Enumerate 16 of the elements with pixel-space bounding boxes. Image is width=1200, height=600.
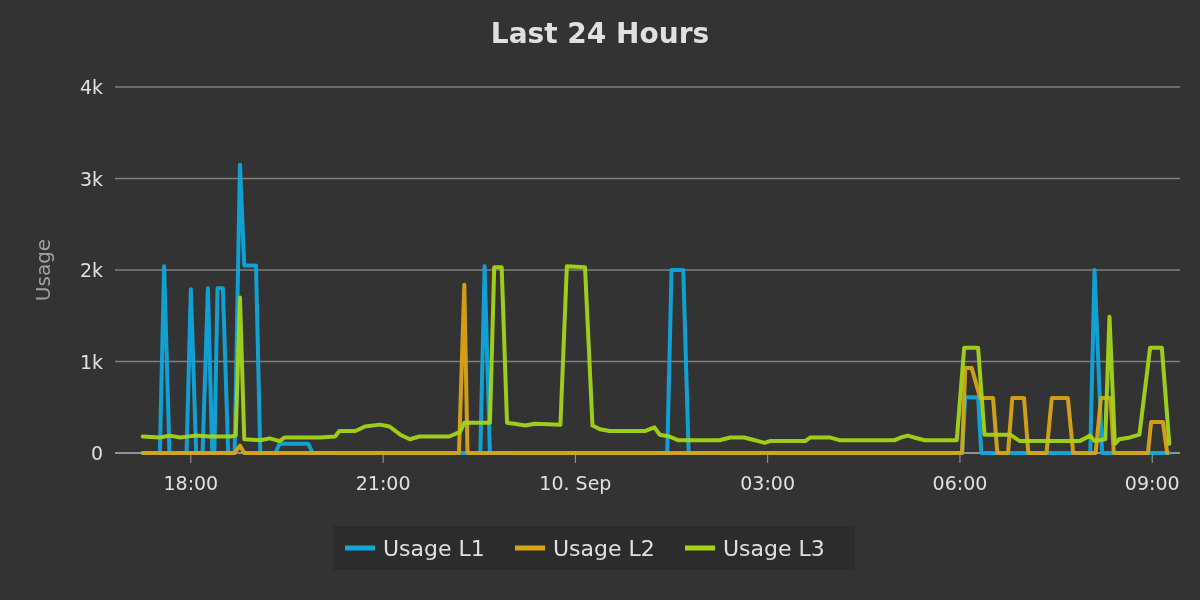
y-tick-label: 2k [79,259,103,281]
x-tick-label: 21:00 [355,472,411,494]
x-tick-label: 18:00 [163,472,219,494]
legend-label: Usage L1 [383,536,485,561]
legend-label: Usage L3 [723,536,825,561]
x-tick-label: 09:00 [1124,472,1180,494]
y-axis-title: Usage [31,238,55,302]
x-tick-label: 06:00 [932,472,988,494]
x-tick-label: 10. Sep [539,472,612,494]
y-tick-label: 0 [90,442,103,464]
legend-label: Usage L2 [553,536,655,561]
y-tick-label: 4k [79,76,103,98]
y-tick-label: 3k [79,167,103,190]
y-tick-label: 1k [79,350,103,373]
x-tick-label: 03:00 [740,472,796,494]
chart-title: Last 24 Hours [490,17,710,50]
